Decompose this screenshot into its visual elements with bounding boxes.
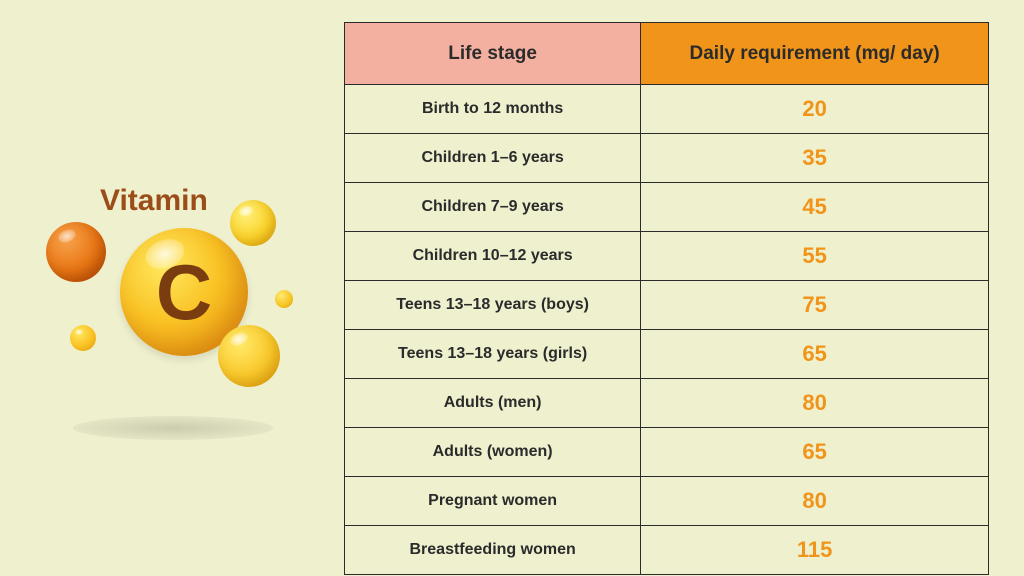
bubble-orange-icon (46, 222, 106, 282)
table-row: Pregnant women80 (345, 477, 989, 526)
table-row: Children 7–9 years45 (345, 183, 989, 232)
stage-cell: Birth to 12 months (345, 85, 641, 134)
shadow-ellipse (73, 416, 273, 440)
stage-cell: Adults (women) (345, 428, 641, 477)
value-cell: 80 (641, 477, 989, 526)
stage-cell: Children 1–6 years (345, 134, 641, 183)
bubble-small-yellow-icon (70, 325, 96, 351)
value-cell: 35 (641, 134, 989, 183)
col-daily-requirement: Daily requirement (mg/ day) (641, 23, 989, 85)
table-row: Teens 13–18 years (girls)65 (345, 330, 989, 379)
value-cell: 55 (641, 232, 989, 281)
value-cell: 115 (641, 526, 989, 575)
stage-cell: Teens 13–18 years (boys) (345, 281, 641, 330)
stage-cell: Adults (men) (345, 379, 641, 428)
table-row: Adults (women)65 (345, 428, 989, 477)
vitamin-c-illustration: Vitamin C (20, 150, 325, 450)
bubble-yellow-icon (230, 200, 276, 246)
bubble-tiny-icon (275, 290, 293, 308)
table-row: Birth to 12 months20 (345, 85, 989, 134)
vitamin-title: Vitamin (100, 184, 208, 218)
table-row: Children 10–12 years55 (345, 232, 989, 281)
bubble-yellow-large-icon (218, 325, 280, 387)
value-cell: 75 (641, 281, 989, 330)
stage-cell: Children 7–9 years (345, 183, 641, 232)
table-row: Adults (men)80 (345, 379, 989, 428)
col-life-stage: Life stage (345, 23, 641, 85)
stage-cell: Pregnant women (345, 477, 641, 526)
stage-cell: Breastfeeding women (345, 526, 641, 575)
table-row: Children 1–6 years35 (345, 134, 989, 183)
table-row: Teens 13–18 years (boys)75 (345, 281, 989, 330)
value-cell: 65 (641, 330, 989, 379)
value-cell: 45 (641, 183, 989, 232)
value-cell: 65 (641, 428, 989, 477)
table-header-row: Life stage Daily requirement (mg/ day) (345, 23, 989, 85)
value-cell: 20 (641, 85, 989, 134)
requirements-table-wrap: Life stage Daily requirement (mg/ day) B… (344, 22, 989, 575)
stage-cell: Teens 13–18 years (girls) (345, 330, 641, 379)
letter-c: C (156, 253, 212, 331)
stage-cell: Children 10–12 years (345, 232, 641, 281)
requirements-table: Life stage Daily requirement (mg/ day) B… (344, 22, 989, 575)
table-row: Breastfeeding women115 (345, 526, 989, 575)
value-cell: 80 (641, 379, 989, 428)
